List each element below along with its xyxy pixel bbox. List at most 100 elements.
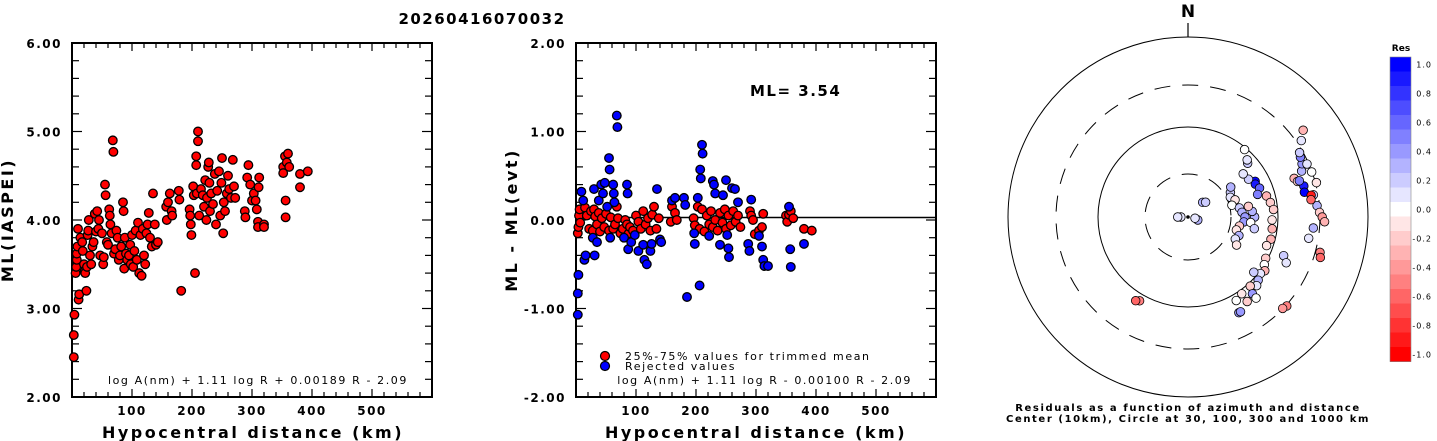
- data-point: [145, 232, 155, 243]
- data-point: [576, 186, 587, 197]
- data-point: [104, 210, 115, 221]
- data-point: [212, 185, 223, 196]
- data-point: [250, 195, 261, 206]
- residual-point: [1315, 252, 1326, 263]
- data-point: [140, 259, 151, 270]
- data-point: [108, 146, 119, 157]
- residual-point: [1231, 240, 1242, 250]
- data-point: [223, 170, 233, 181]
- data-point: [580, 250, 591, 261]
- data-point: [757, 222, 767, 233]
- data-point: [785, 261, 796, 272]
- data-point: [682, 292, 692, 302]
- data-point: [573, 269, 584, 280]
- data-point: [671, 215, 682, 225]
- data-point: [94, 215, 104, 225]
- colorbar-tick-label: 0.8: [1416, 89, 1432, 98]
- data-point: [733, 210, 743, 221]
- residual-point: [1245, 281, 1255, 291]
- colorbar-bin: [1390, 71, 1411, 87]
- colorbar-bin: [1390, 100, 1411, 116]
- y-tick-label: 3.00: [26, 303, 62, 317]
- x-tick-labels: 100 200 300 400 500: [621, 404, 889, 418]
- data-point: [174, 194, 185, 205]
- colorbar-bin: [1390, 144, 1411, 159]
- y-axis-title: ML(IASPEI): [0, 158, 17, 282]
- residual-point: [1306, 167, 1317, 177]
- colorbar-tick-label: -0.8: [1412, 321, 1432, 330]
- residual-point: [1308, 223, 1319, 233]
- data-point: [251, 204, 262, 215]
- y-tick-label: 6.00: [26, 37, 62, 51]
- data-point: [744, 246, 755, 256]
- y-tick-label: 5.00: [26, 126, 62, 140]
- data-point: [253, 182, 264, 193]
- colorbar-bin: [1390, 289, 1411, 304]
- y-tick-label: 2.00: [530, 37, 566, 51]
- data-point: [806, 225, 817, 236]
- data-point: [81, 285, 92, 296]
- data-point: [784, 201, 794, 212]
- data-point: [92, 206, 103, 217]
- data-point: [214, 166, 224, 177]
- data-point: [578, 195, 589, 206]
- colorbar-bin: [1390, 158, 1411, 174]
- data-point: [143, 207, 154, 218]
- data-point: [604, 153, 614, 164]
- data-point: [718, 190, 728, 201]
- data-point: [572, 309, 583, 320]
- x-tick-label: 200: [681, 404, 711, 418]
- data-point: [139, 250, 149, 261]
- colorbar-bin: [1390, 129, 1411, 145]
- formula-label: log A(nm) + 1.11 log R - 0.00100 R - 2.0…: [617, 374, 912, 387]
- data-point: [191, 151, 202, 162]
- data-point: [689, 238, 700, 249]
- data-point: [118, 206, 129, 217]
- data-point: [706, 206, 716, 217]
- residual-point: [1238, 169, 1248, 179]
- data-point: [641, 259, 652, 270]
- data-point: [763, 261, 773, 271]
- data-point: [176, 285, 187, 296]
- residual-point: [1306, 195, 1316, 205]
- data-point: [609, 197, 620, 208]
- data-point: [608, 188, 619, 199]
- data-point: [722, 230, 733, 240]
- data-point: [754, 230, 764, 241]
- x-tick-labels: 100 200 300 400 500: [117, 404, 387, 418]
- data-point: [302, 166, 313, 177]
- data-point: [163, 197, 173, 208]
- data-point: [152, 237, 163, 248]
- colorbar-bin: [1390, 216, 1411, 232]
- residual-point: [1266, 234, 1276, 244]
- colorbar-bin: [1390, 202, 1411, 217]
- data-point: [572, 288, 583, 299]
- data-point: [136, 270, 147, 281]
- data-point: [191, 160, 202, 171]
- colorbar-bin: [1390, 86, 1411, 101]
- residual-point: [1252, 189, 1263, 200]
- data-point: [69, 309, 80, 320]
- data-point: [116, 241, 127, 252]
- data-point: [656, 237, 667, 248]
- residual-point: [1267, 224, 1277, 234]
- residual-point: [1319, 217, 1330, 227]
- data-point: [218, 228, 229, 239]
- data-point: [229, 181, 239, 192]
- data-point: [649, 201, 659, 212]
- colorbar-bin: [1390, 347, 1411, 362]
- colorbar-tick-label: -0.6: [1412, 292, 1432, 301]
- residual-point: [1242, 155, 1252, 165]
- data-point: [697, 139, 707, 150]
- data-point: [278, 168, 289, 179]
- data-point: [254, 172, 265, 183]
- data-point: [589, 184, 599, 194]
- x-axis-title: Hypocentral distance (km): [605, 423, 907, 441]
- data-point: [605, 232, 616, 243]
- data-point: [695, 164, 706, 175]
- colorbar-bin: [1390, 115, 1411, 130]
- data-point: [709, 179, 719, 190]
- colorbar-bin: [1390, 57, 1411, 72]
- x-tick-label: 500: [357, 404, 387, 418]
- colorbar-bin: [1390, 260, 1411, 275]
